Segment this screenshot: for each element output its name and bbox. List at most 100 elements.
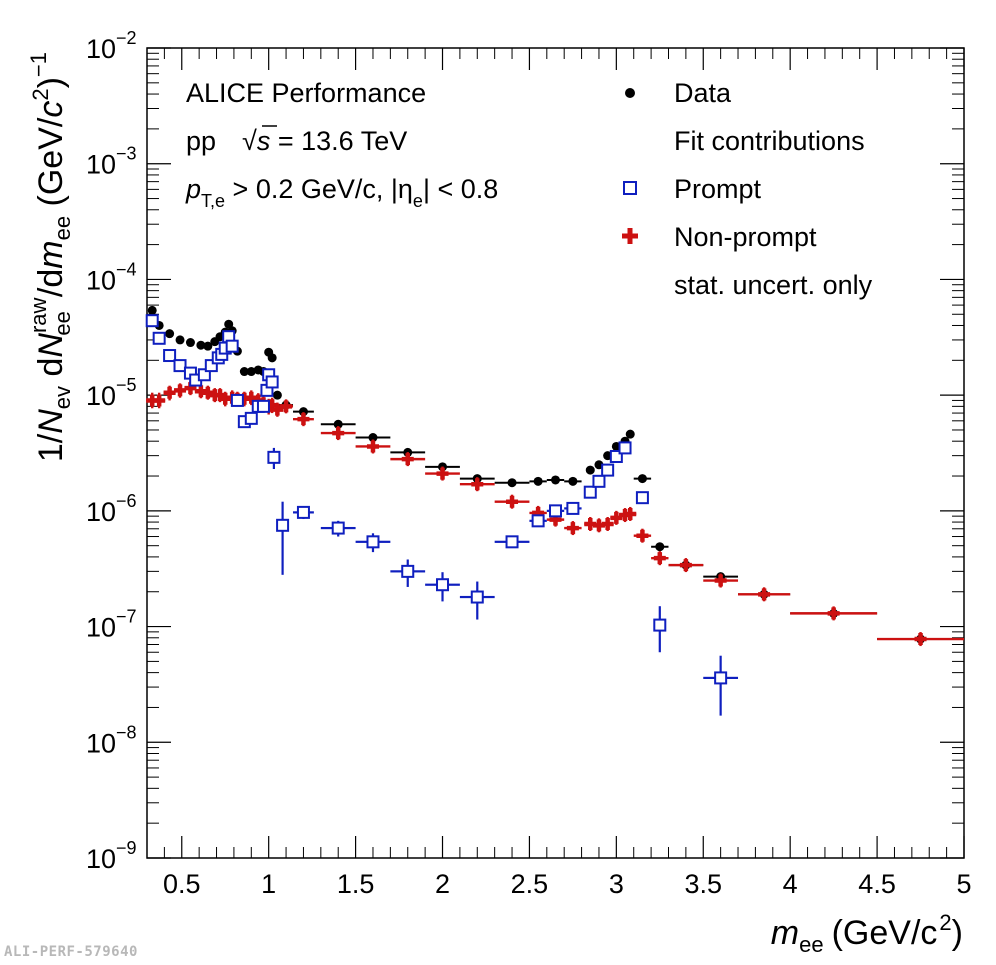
y-label-m: m [32, 240, 70, 268]
x-tick-label: 4.5 [858, 869, 896, 899]
data-point [637, 474, 647, 484]
prompt-point [331, 521, 345, 535]
data-point [625, 429, 635, 439]
data-point [203, 341, 213, 351]
legend-label-data: Data [674, 78, 732, 108]
prompt-point [230, 393, 244, 407]
y-tick-exp: −8 [116, 722, 137, 742]
nonprompt-point [366, 440, 379, 453]
nonprompt-point [271, 403, 284, 416]
legend: Data Fit contributions Prompt Non-prompt… [622, 78, 873, 300]
y-tick-base: 10 [86, 613, 116, 643]
prompt-point [204, 359, 218, 373]
data-point [185, 338, 195, 348]
x-tick-label: 1 [261, 869, 276, 899]
legend-label-nonprompt: Non-prompt [674, 222, 817, 252]
prompt-point [470, 590, 484, 604]
data-point [568, 476, 578, 486]
data-point [165, 329, 175, 339]
annotation-s: s [257, 126, 271, 156]
prompt-point [276, 518, 290, 532]
y-label-N2: N [32, 333, 70, 358]
prompt-point [256, 399, 270, 413]
nonprompt-point [280, 400, 293, 413]
y-tick-base: 10 [86, 728, 116, 758]
y-label-ee: ee [50, 311, 75, 335]
prompt-point [635, 491, 649, 505]
prompt-point [714, 671, 728, 685]
x-tick-label: 0.5 [163, 869, 201, 899]
y-tick-label: 10−5 [86, 375, 137, 411]
y-label-ee2: ee [50, 216, 75, 240]
legend-label-fit: Fit contributions [674, 126, 865, 156]
x-tick-label: 2.5 [511, 869, 549, 899]
data-point [368, 433, 378, 443]
y-label-c: c [32, 101, 70, 118]
data-point [272, 390, 282, 400]
x-axis-label: mee (GeV/c2) [771, 910, 963, 957]
nonprompt-point [163, 386, 176, 399]
nonprompt-point [332, 427, 345, 440]
prompt-point [366, 535, 380, 549]
y-tick-label: 10−2 [86, 28, 137, 64]
nonprompt-point [714, 574, 727, 587]
legend-label-stat: stat. uncert. only [674, 270, 873, 300]
prompt-point [265, 375, 279, 389]
y-tick-base: 10 [86, 497, 116, 527]
data-point [333, 419, 343, 429]
y-axis-label: 1/Nev dNrawee/dmee (GeV/c2)−1 [26, 52, 75, 462]
prompt-point [401, 564, 415, 578]
y-tick-base: 10 [86, 381, 116, 411]
annotation-sqrt: √ [242, 126, 257, 156]
prompt-point [244, 411, 258, 425]
data-point [175, 335, 185, 345]
y-tick-exp: −4 [116, 259, 137, 279]
y-label-p4: (GeV/ [32, 117, 70, 216]
legend-marker-prompt [623, 181, 637, 195]
annotation-experiment: ALICE Performance [186, 78, 426, 108]
y-label-raw: raw [26, 297, 51, 333]
prompt-point [145, 314, 159, 328]
nonprompt-point [827, 607, 840, 620]
data-point [507, 478, 517, 488]
annotation-pt-cut: > 0.2 GeV/c, |η [225, 174, 413, 204]
prompt-point [653, 618, 667, 632]
x-label-m: m [771, 914, 799, 952]
legend-marker-nonprompt [622, 228, 638, 244]
prompt-point [267, 450, 281, 464]
series-prompt [145, 314, 739, 716]
x-axis: 0.5 1 1.5 2 2.5 3 3.5 4 4.5 5 [163, 48, 972, 899]
nonprompt-point [297, 413, 310, 426]
nonprompt-point [174, 384, 187, 397]
data-point [147, 305, 157, 315]
prompt-point [583, 485, 597, 499]
prompt-point [505, 535, 519, 549]
y-axis: 10−910−810−710−610−510−410−310−2 [86, 28, 964, 874]
y-tick-label: 10−9 [86, 838, 137, 874]
y-label-ev: ev [50, 386, 75, 409]
nonprompt-point [679, 559, 692, 572]
y-tick-label: 10−4 [86, 259, 137, 295]
y-tick-label: 10−3 [86, 144, 137, 180]
nonprompt-point [436, 467, 449, 480]
prompt-point [618, 441, 632, 455]
y-label-p1: 1/ [32, 433, 70, 462]
prompt-point [592, 474, 606, 488]
annotation-pt-sub: T,e [201, 191, 225, 211]
annotation-pt: p [185, 174, 201, 204]
x-tick-label: 1.5 [337, 869, 375, 899]
y-label-p2: d [32, 358, 70, 386]
annotation-cuts: pT,e > 0.2 GeV/c, |ηe| < 0.8 [185, 174, 498, 211]
data-point [239, 367, 249, 377]
y-tick-base: 10 [86, 844, 116, 874]
legend-label-prompt: Prompt [674, 174, 762, 204]
x-label-close: ) [952, 914, 963, 952]
prompt-point [601, 463, 615, 477]
plot-frame [146, 47, 965, 859]
data-point [585, 465, 595, 475]
nonprompt-point [601, 517, 614, 530]
nonprompt-point [653, 552, 666, 565]
nonprompt-point [153, 394, 166, 407]
data-point [551, 475, 560, 485]
legend-marker-data [625, 88, 635, 98]
